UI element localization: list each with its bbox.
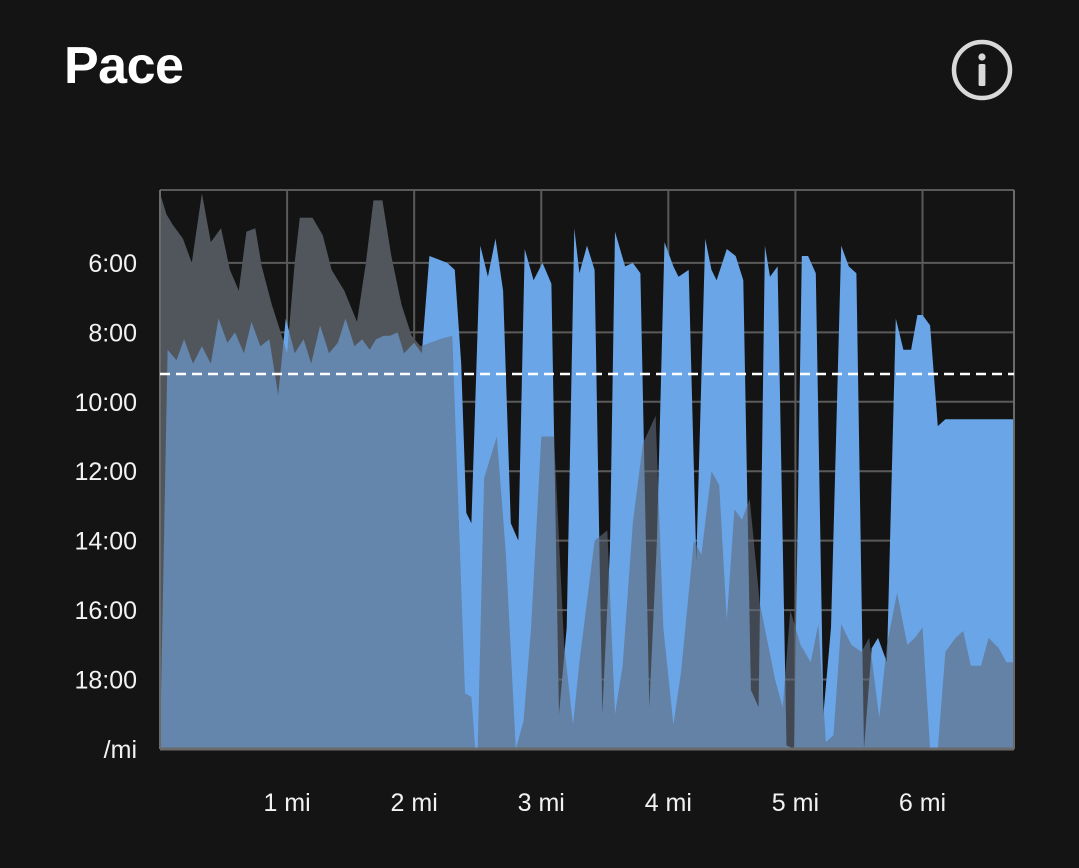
- x-tick-label: 4 mi: [645, 789, 692, 817]
- y-tick-label: 16:00: [74, 597, 137, 625]
- info-circle-icon: [951, 39, 1013, 101]
- x-tick-label: 2 mi: [391, 789, 438, 817]
- x-tick-label: 1 mi: [263, 789, 310, 817]
- x-tick-label: 5 mi: [772, 789, 819, 817]
- x-tick-label: 6 mi: [899, 789, 946, 817]
- y-tick-label: 6:00: [88, 250, 137, 278]
- y-unit-label: /mi: [104, 736, 137, 764]
- y-tick-label: 18:00: [74, 667, 137, 695]
- info-button[interactable]: [950, 38, 1014, 102]
- elevation-overlay: [160, 193, 476, 749]
- y-tick-label: 14:00: [74, 528, 137, 556]
- y-tick-label: 10:00: [74, 389, 137, 417]
- y-tick-label: 12:00: [74, 458, 137, 486]
- elevation-overlay-2: [477, 415, 1014, 749]
- y-tick-label: 8:00: [88, 319, 137, 347]
- page-title: Pace: [64, 37, 184, 95]
- x-tick-label: 3 mi: [518, 789, 565, 817]
